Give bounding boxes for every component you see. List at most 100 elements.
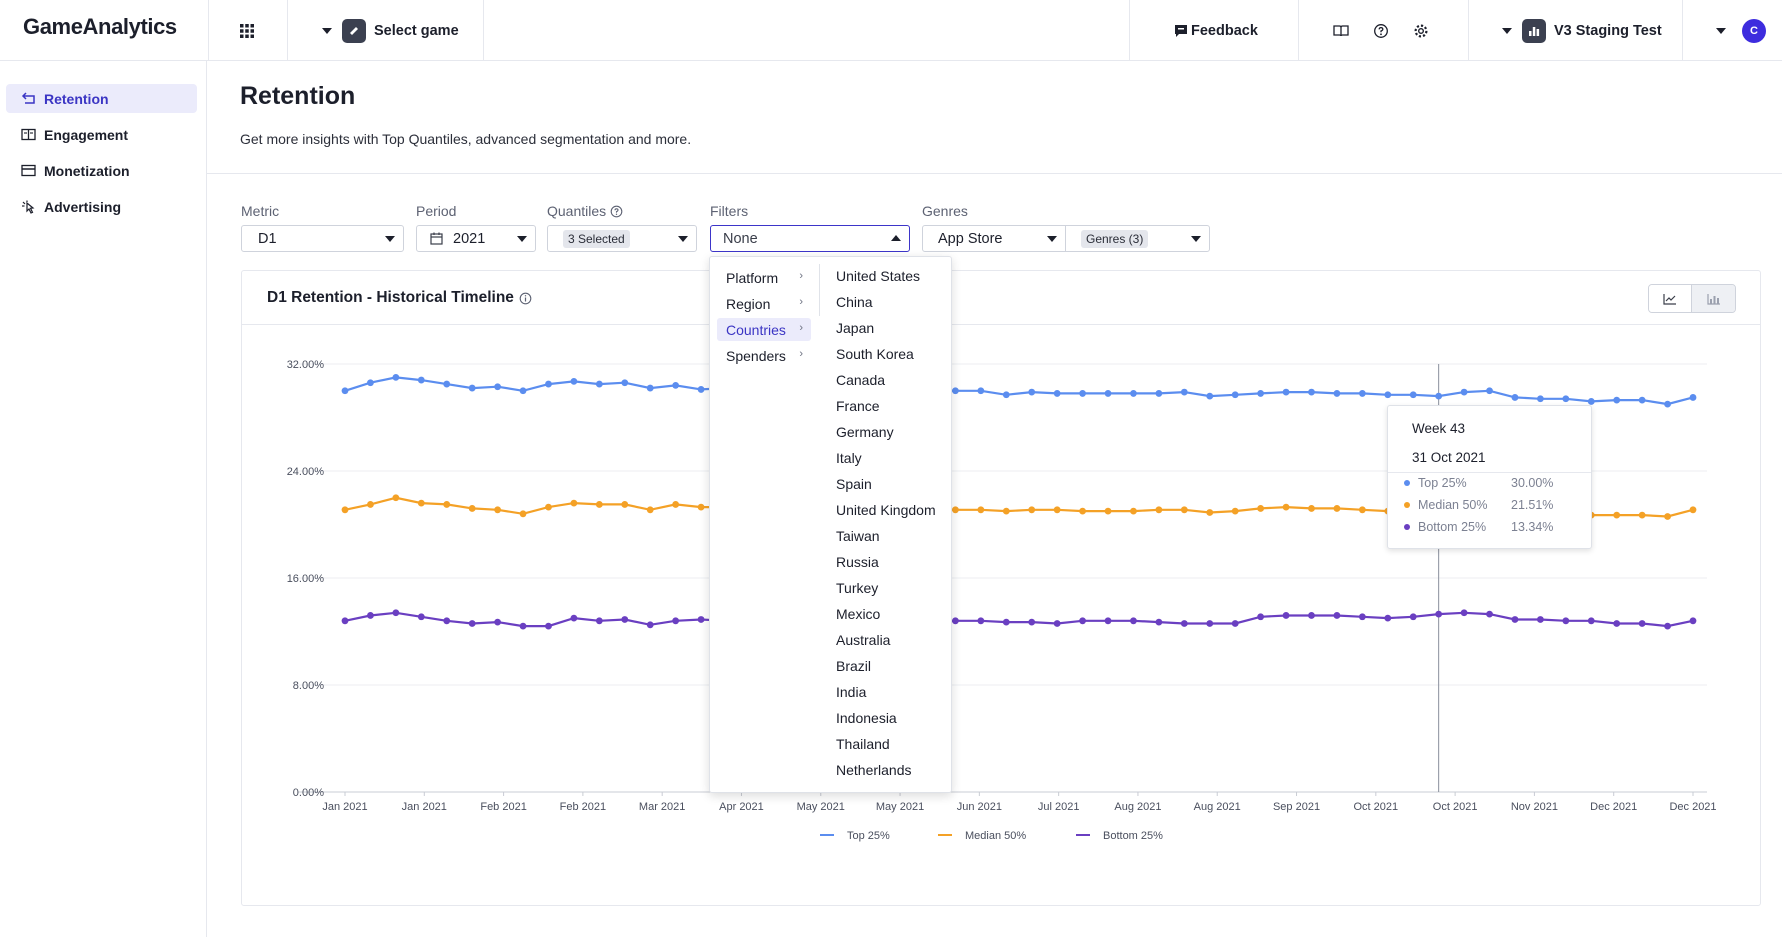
sidebar-item-label: Monetization bbox=[44, 162, 130, 179]
divider bbox=[1298, 0, 1299, 61]
filters-value: None bbox=[723, 230, 758, 247]
genres-select[interactable]: Genres (3) bbox=[1065, 225, 1210, 252]
filter-category-spenders[interactable]: Spenders › bbox=[717, 344, 811, 367]
country-option[interactable]: Canada bbox=[836, 372, 886, 388]
app-logo[interactable]: GameAnalytics bbox=[23, 14, 177, 39]
country-option[interactable]: Brazil bbox=[836, 658, 872, 674]
tooltip-week: Week 43 bbox=[1412, 421, 1466, 436]
filter-category-platform[interactable]: Platform › bbox=[717, 266, 811, 289]
country-option[interactable]: Indonesia bbox=[836, 710, 897, 726]
country-option[interactable]: Italy bbox=[836, 450, 862, 466]
metric-value: D1 bbox=[258, 230, 277, 247]
chart-title-text: D1 Retention - Historical Timeline bbox=[267, 289, 514, 306]
series-dot bbox=[1404, 480, 1410, 486]
tooltip-series-value: 13.34% bbox=[1511, 520, 1554, 534]
filters-select[interactable]: None bbox=[710, 225, 910, 252]
chevron-right-icon: › bbox=[799, 322, 803, 334]
apps-grid-icon bbox=[240, 23, 254, 38]
period-label: Period bbox=[416, 203, 457, 219]
country-option[interactable]: Turkey bbox=[836, 580, 879, 596]
chart-type-toggle bbox=[1648, 284, 1736, 313]
quantiles-select[interactable]: 3 Selected bbox=[547, 225, 697, 252]
filters-dropdown-menu: Platform › Region › Countries › Spenders › U… bbox=[709, 256, 952, 793]
help-icon bbox=[1374, 23, 1388, 38]
sidebar: Retention Engagement Monetization Advert… bbox=[0, 61, 207, 937]
info-icon[interactable] bbox=[519, 292, 532, 305]
store-select[interactable]: App Store bbox=[922, 225, 1066, 252]
engagement-icon bbox=[21, 128, 36, 141]
book-icon bbox=[1333, 24, 1349, 36]
tooltip-series-value: 30.00% bbox=[1511, 476, 1554, 490]
calendar-icon bbox=[430, 232, 443, 245]
sidebar-item-advertising[interactable]: Advertising bbox=[6, 192, 197, 221]
category-label: Spenders bbox=[726, 347, 786, 364]
org-icon bbox=[1522, 18, 1546, 43]
chart-title: D1 Retention - Historical Timeline bbox=[267, 289, 532, 307]
country-option[interactable]: Australia bbox=[836, 632, 891, 648]
country-option[interactable]: Mexico bbox=[836, 606, 881, 622]
country-option[interactable]: India bbox=[836, 684, 867, 700]
tooltip-series-value: 21.51% bbox=[1511, 498, 1554, 512]
country-option[interactable]: France bbox=[836, 398, 880, 414]
country-option[interactable]: Spain bbox=[836, 476, 872, 492]
help-button[interactable] bbox=[1373, 0, 1389, 61]
sidebar-item-label: Engagement bbox=[44, 126, 129, 143]
divider bbox=[1129, 0, 1130, 61]
sidebar-item-label: Advertising bbox=[44, 198, 122, 215]
game-icon bbox=[342, 18, 366, 43]
filter-category-countries[interactable]: Countries › bbox=[717, 318, 811, 341]
sidebar-item-monetization[interactable]: Monetization bbox=[6, 156, 197, 185]
help-icon[interactable] bbox=[610, 205, 623, 218]
bar-chart-toggle[interactable] bbox=[1692, 285, 1735, 312]
country-option[interactable]: Germany bbox=[836, 424, 894, 440]
tooltip-series-name: Bottom 25% bbox=[1418, 520, 1487, 534]
period-value: 2021 bbox=[453, 230, 486, 247]
country-option[interactable]: Taiwan bbox=[836, 528, 880, 544]
country-option[interactable]: China bbox=[836, 294, 873, 310]
tooltip-row: Top 25% 30.00% bbox=[1404, 476, 1578, 490]
chart-card: D1 Retention - Historical Timeline bbox=[241, 270, 1761, 906]
org-dropdown[interactable]: V3 Staging Test bbox=[1502, 0, 1662, 61]
country-option[interactable]: Russia bbox=[836, 554, 879, 570]
divider bbox=[207, 173, 1782, 174]
country-option[interactable]: United States bbox=[836, 268, 921, 284]
country-option[interactable]: South Korea bbox=[836, 346, 914, 362]
tooltip-row: Bottom 25% 13.34% bbox=[1404, 520, 1578, 534]
sidebar-item-engagement[interactable]: Engagement bbox=[6, 120, 197, 149]
genres-label: Genres bbox=[922, 203, 968, 219]
caret-up-icon bbox=[891, 235, 901, 241]
tooltip-series-name: Top 25% bbox=[1418, 476, 1467, 490]
caret-down-icon bbox=[385, 236, 395, 242]
docs-button[interactable] bbox=[1333, 0, 1349, 61]
feedback-button[interactable]: Feedback bbox=[1174, 0, 1258, 61]
page-title: Retention bbox=[240, 82, 356, 110]
divider bbox=[819, 264, 820, 316]
sidebar-item-retention[interactable]: Retention bbox=[6, 84, 197, 113]
caret-down-icon bbox=[322, 27, 332, 34]
bar-chart-icon bbox=[1706, 293, 1720, 305]
metric-select[interactable]: D1 bbox=[241, 225, 404, 252]
tooltip-row: Median 50% 21.51% bbox=[1404, 498, 1578, 512]
line-chart-toggle[interactable] bbox=[1649, 285, 1693, 312]
filters-label: Filters bbox=[710, 203, 749, 219]
select-game-dropdown[interactable]: Select game bbox=[322, 0, 459, 61]
chevron-right-icon: › bbox=[799, 270, 803, 282]
period-select[interactable]: 2021 bbox=[416, 225, 536, 252]
divider bbox=[287, 0, 288, 61]
country-option[interactable]: Japan bbox=[836, 320, 875, 336]
page-subtitle: Get more insights with Top Quantiles, ad… bbox=[240, 131, 692, 147]
country-option[interactable]: Netherlands bbox=[836, 762, 912, 778]
country-option[interactable]: Thailand bbox=[836, 736, 890, 752]
filter-category-region[interactable]: Region › bbox=[717, 292, 811, 315]
divider bbox=[1468, 0, 1469, 61]
chart-tooltip: Week 43 31 Oct 2021 Top 25% 30.00% Media… bbox=[1387, 405, 1592, 549]
country-option[interactable]: United Kingdom bbox=[836, 502, 936, 518]
caret-down-icon bbox=[1502, 27, 1512, 34]
user-menu[interactable]: C bbox=[1716, 0, 1766, 61]
settings-button[interactable] bbox=[1413, 0, 1429, 61]
caret-down-icon bbox=[517, 236, 527, 242]
select-game-label: Select game bbox=[374, 22, 459, 39]
quantiles-label: Quantiles bbox=[547, 203, 623, 219]
metric-label: Metric bbox=[241, 203, 280, 219]
apps-grid-button[interactable] bbox=[239, 0, 255, 61]
